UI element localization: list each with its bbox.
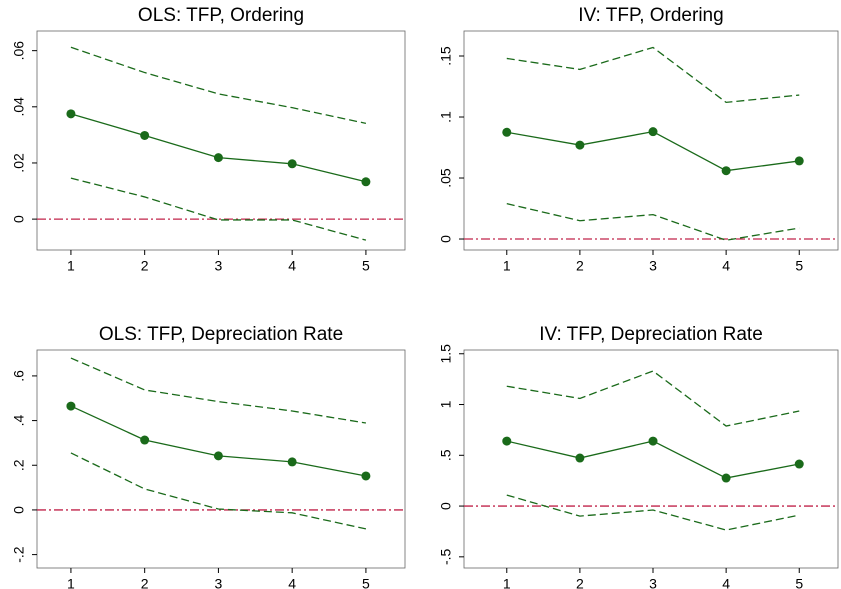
- point: [66, 401, 76, 411]
- y-tick-label: 0: [438, 235, 454, 243]
- x-tick-label: 3: [215, 258, 223, 274]
- chart-title: OLS: TFP, Ordering: [138, 5, 304, 26]
- y-tick-label: .05: [438, 168, 454, 188]
- point: [721, 473, 731, 483]
- x-tick-label: 1: [67, 576, 75, 589]
- x-tick-label: 1: [67, 258, 75, 274]
- y-tick-label: -.2: [11, 546, 27, 563]
- ci-line: [70, 177, 367, 241]
- plot-frame: [36, 30, 406, 251]
- point: [140, 435, 150, 445]
- y-tick-label: 0: [438, 502, 454, 510]
- x-tick-label: 2: [141, 576, 149, 589]
- estimate-line: [70, 405, 367, 477]
- estimate-line: [70, 113, 367, 183]
- point: [575, 453, 585, 463]
- estimate-line: [506, 130, 800, 172]
- x-tick-label: 1: [503, 258, 511, 274]
- point: [213, 451, 223, 461]
- ci-line: [506, 203, 800, 241]
- y-tick-label: .15: [438, 46, 454, 66]
- y-tick-label: .2: [11, 459, 27, 471]
- x-tick-label: 3: [649, 576, 657, 589]
- x-tick-label: 2: [141, 258, 149, 274]
- ci-line: [70, 357, 367, 424]
- x-tick-label: 5: [795, 258, 803, 274]
- x-tick-label: 1: [503, 576, 511, 589]
- ci-line: [70, 46, 367, 125]
- point: [140, 130, 150, 140]
- y-tick-label: .6: [11, 370, 27, 382]
- x-tick-label: 5: [795, 576, 803, 589]
- chart-title: IV: TFP, Ordering: [578, 5, 723, 26]
- ci-line: [506, 370, 800, 427]
- y-tick-label: -.5: [438, 548, 454, 565]
- x-tick-label: 5: [362, 576, 370, 589]
- point: [794, 459, 804, 469]
- ci-line: [506, 46, 800, 104]
- point: [648, 127, 658, 137]
- x-tick-label: 4: [288, 576, 296, 589]
- point: [575, 140, 585, 150]
- x-tick-label: 2: [576, 576, 584, 589]
- point: [361, 471, 371, 481]
- y-tick-label: .5: [438, 449, 454, 461]
- plot-frame: [36, 349, 406, 569]
- x-tick-label: 2: [576, 258, 584, 274]
- y-tick-label: .04: [11, 97, 27, 117]
- point: [287, 457, 297, 467]
- ci-line: [506, 494, 800, 531]
- y-tick-label: .02: [11, 153, 27, 173]
- y-tick-label: .4: [11, 415, 27, 427]
- point: [648, 436, 658, 446]
- y-tick-label: 1.5: [438, 344, 454, 364]
- point: [213, 153, 223, 163]
- point: [361, 177, 371, 187]
- ci-line: [70, 452, 367, 530]
- x-tick-label: 4: [722, 258, 730, 274]
- chart-title: IV: TFP, Depreciation Rate: [539, 324, 763, 345]
- y-tick-label: 0: [11, 215, 27, 223]
- y-tick-label: .1: [438, 111, 454, 123]
- estimate-line: [506, 440, 800, 479]
- y-tick-label: .06: [11, 41, 27, 61]
- point: [794, 156, 804, 166]
- x-tick-label: 4: [288, 258, 296, 274]
- plot-frame: [463, 30, 839, 251]
- x-tick-label: 3: [215, 576, 223, 589]
- point: [502, 127, 512, 137]
- point: [502, 436, 512, 446]
- plot-frame: [463, 349, 839, 569]
- x-tick-label: 4: [722, 576, 730, 589]
- point: [66, 109, 76, 119]
- point: [287, 159, 297, 169]
- y-tick-label: 1: [438, 400, 454, 408]
- point: [721, 166, 731, 176]
- y-tick-label: 0: [11, 506, 27, 514]
- chart-title: OLS: TFP, Depreciation Rate: [99, 324, 343, 345]
- x-tick-label: 5: [362, 258, 370, 274]
- x-tick-label: 3: [649, 258, 657, 274]
